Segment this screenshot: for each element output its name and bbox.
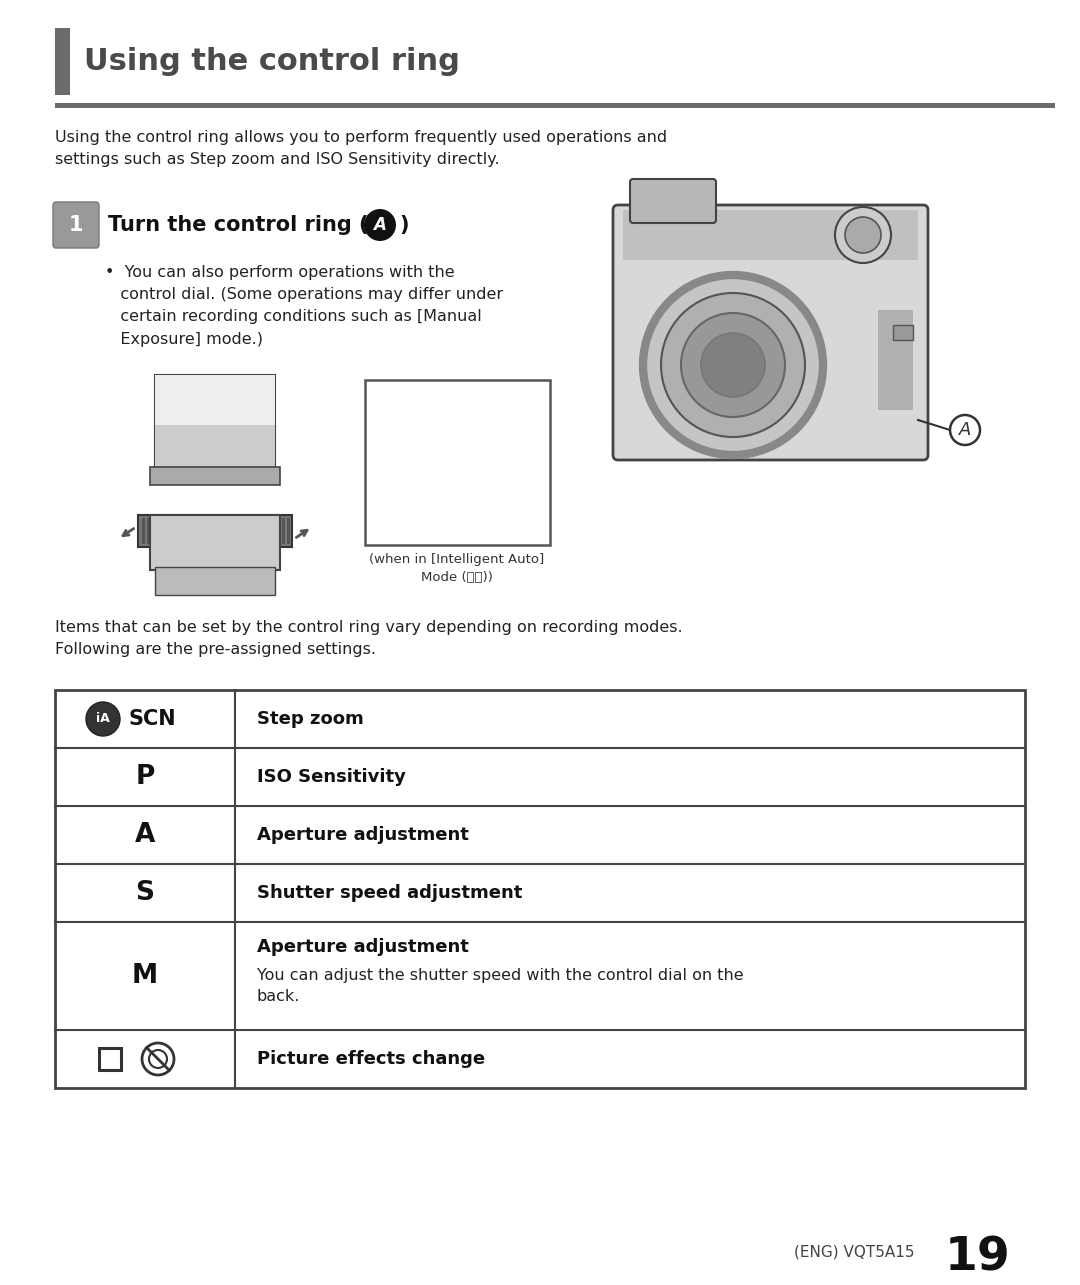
Text: Using the control ring: Using the control ring	[84, 48, 460, 76]
Circle shape	[86, 702, 120, 736]
Text: Turn the control ring (: Turn the control ring (	[108, 215, 368, 235]
Circle shape	[643, 275, 823, 455]
FancyBboxPatch shape	[613, 206, 928, 460]
Bar	[247, 518, 249, 544]
Bar	[141, 518, 145, 544]
Circle shape	[364, 209, 396, 242]
Bar	[138, 515, 292, 547]
Bar	[172, 518, 175, 544]
Bar	[150, 515, 280, 571]
Text: You can adjust the shutter speed with the control dial on the
back.: You can adjust the shutter speed with th…	[257, 968, 744, 1004]
Circle shape	[835, 207, 891, 263]
Bar	[282, 518, 284, 544]
Text: P: P	[135, 765, 154, 790]
Bar	[156, 375, 275, 425]
Bar	[150, 466, 280, 484]
Bar	[262, 518, 265, 544]
Bar	[227, 518, 229, 544]
FancyBboxPatch shape	[53, 202, 99, 248]
Bar	[197, 518, 200, 544]
Bar	[187, 518, 189, 544]
Circle shape	[845, 217, 881, 253]
Bar	[212, 518, 215, 544]
Text: A: A	[374, 216, 387, 234]
Circle shape	[661, 293, 805, 437]
Bar	[183, 518, 185, 544]
Bar	[55, 103, 1055, 108]
Text: (when in [Intelligent Auto]
Mode (ⓘⓐ)): (when in [Intelligent Auto] Mode (ⓘⓐ))	[369, 553, 544, 583]
Text: •  You can also perform operations with the
   control dial. (Some operations ma: • You can also perform operations with t…	[105, 265, 503, 347]
Text: 19: 19	[944, 1235, 1010, 1280]
Bar	[156, 375, 275, 470]
Bar	[878, 310, 913, 410]
Text: 1: 1	[69, 215, 83, 235]
Bar	[152, 518, 154, 544]
Bar	[257, 518, 259, 544]
Text: M: M	[132, 962, 158, 989]
Bar	[893, 325, 913, 341]
FancyBboxPatch shape	[630, 179, 716, 224]
Bar	[55, 690, 1025, 1088]
Bar	[202, 518, 204, 544]
Bar	[252, 518, 255, 544]
Text: Picture effects change: Picture effects change	[257, 1050, 485, 1068]
Text: Aperture adjustment: Aperture adjustment	[257, 938, 469, 956]
Bar	[217, 518, 219, 544]
Circle shape	[701, 333, 765, 397]
Text: A: A	[135, 822, 156, 848]
Bar	[177, 518, 179, 544]
Text: (ENG) VQT5A15: (ENG) VQT5A15	[795, 1244, 915, 1259]
Text: SCN: SCN	[129, 709, 177, 729]
Bar	[365, 380, 550, 545]
Bar	[276, 518, 280, 544]
Bar	[237, 518, 240, 544]
Bar	[242, 518, 244, 544]
Text: Aperture adjustment: Aperture adjustment	[257, 826, 469, 844]
Text: Using the control ring allows you to perform frequently used operations and
sett: Using the control ring allows you to per…	[55, 130, 667, 167]
Text: iA: iA	[96, 712, 110, 726]
Circle shape	[681, 314, 785, 418]
Bar	[222, 518, 225, 544]
Text: Step zoom: Step zoom	[257, 711, 364, 729]
Bar	[207, 518, 210, 544]
Bar	[287, 518, 289, 544]
Text: Shutter speed adjustment: Shutter speed adjustment	[257, 884, 523, 902]
Bar	[147, 518, 149, 544]
Text: ISO Sensitivity: ISO Sensitivity	[257, 768, 406, 786]
Bar	[232, 518, 234, 544]
Bar	[99, 1049, 121, 1070]
Bar	[623, 209, 918, 260]
Text: Items that can be set by the control ring vary depending on recording modes.
Fol: Items that can be set by the control rin…	[55, 619, 683, 657]
Bar	[192, 518, 194, 544]
Bar	[267, 518, 270, 544]
Bar	[162, 518, 164, 544]
Bar	[156, 567, 275, 595]
Circle shape	[950, 415, 980, 445]
Bar	[167, 518, 170, 544]
Bar	[272, 518, 274, 544]
Text: S: S	[135, 880, 154, 906]
Bar	[156, 425, 275, 470]
Bar	[55, 28, 70, 95]
Text: ): )	[399, 215, 408, 235]
Bar	[157, 518, 160, 544]
Text: A: A	[959, 421, 971, 439]
